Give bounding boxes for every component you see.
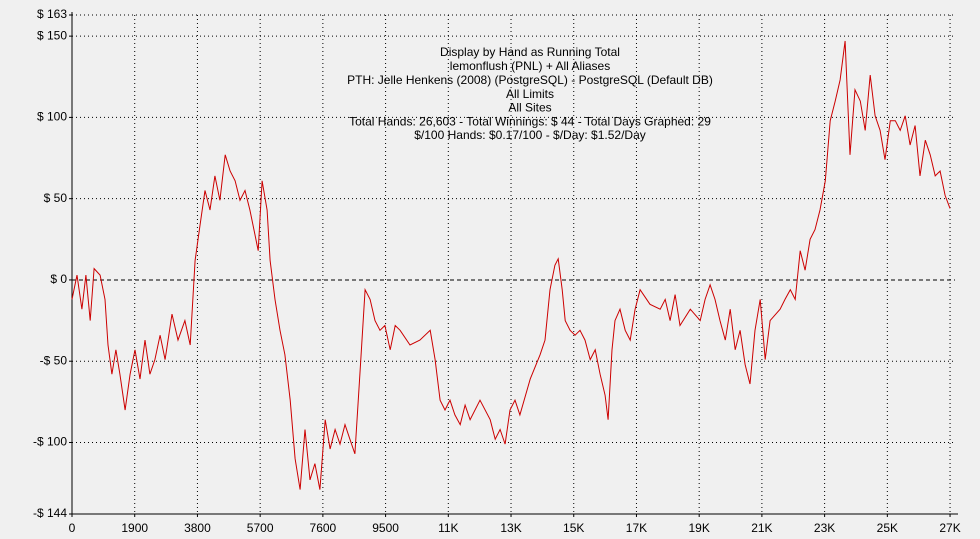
x-tick-label: 5700 [247,521,274,535]
y-tick-label: $ 50 [44,191,68,205]
x-tick-label: 1900 [121,521,148,535]
y-tick-label: -$ 144 [33,506,67,520]
chart-subtitle: All Sites [508,101,551,115]
y-tick-label: $ 100 [37,110,67,124]
data-line [71,40,951,490]
y-tick-label: $ 0 [50,272,67,286]
x-tick-label: 9500 [372,521,399,535]
chart-subtitle: PTH: Jelle Henkens (2008) (PostgreSQL) -… [347,73,713,87]
chart-subtitle: All Limits [506,87,554,101]
y-tick-label: $ 150 [37,28,67,42]
x-tick-label: 13K [500,521,521,535]
x-tick-label: 27K [939,521,960,535]
x-tick-label: 11K [438,521,458,535]
chart-subtitle: lemonflush (PNL) + All Aliases [450,59,610,73]
x-tick-label: 17K [626,521,647,535]
x-tick-label: 25K [877,521,898,535]
x-tick-label: 0 [69,521,76,535]
x-tick-label: 3800 [184,521,211,535]
y-tick-label: $ 163 [37,7,67,21]
x-tick-label: 7600 [310,521,337,535]
x-tick-label: 15K [563,521,584,535]
y-tick-label: -$ 50 [40,353,68,367]
x-tick-label: 19K [688,521,709,535]
x-tick-label: 23K [814,521,835,535]
y-tick-label: -$ 100 [33,435,67,449]
chart-subtitle: Total Hands: 26,603 - Total Winnings: $ … [349,114,711,128]
chart-subtitle: $/100 Hands: $0.17/100 - $/Day: $1.52/Da… [414,128,646,142]
x-tick-label: 21K [751,521,772,535]
chart-title: Display by Hand as Running Total [440,45,620,59]
